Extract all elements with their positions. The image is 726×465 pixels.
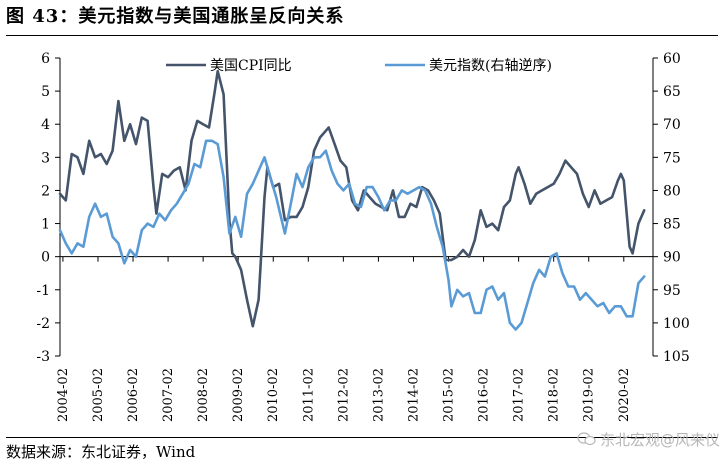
legend-label: 美元指数(右轴逆序)	[429, 58, 552, 74]
y-right-tick-label: 65	[663, 84, 681, 100]
x-tick-label: 2019-02	[582, 368, 597, 422]
legend: 美国CPI同比 美元指数(右轴逆序)	[166, 58, 552, 74]
series-line-cpi	[58, 69, 646, 328]
y-right-tick-label: 60	[663, 51, 681, 67]
y-right-tick-label: 100	[663, 316, 690, 332]
data-source-note: 数据来源：东北证券，Wind	[6, 443, 196, 461]
x-tick-label: 2015-02	[442, 368, 457, 422]
legend-label: 美国CPI同比	[210, 58, 292, 74]
x-tick-label: 2012-02	[336, 368, 351, 422]
y-left-tick-label: -2	[36, 316, 50, 332]
x-tick-label: 2009-02	[231, 368, 246, 422]
y-right-tick-label: 105	[663, 349, 690, 365]
y-left-tick-label: -1	[36, 283, 50, 299]
y-left-tick-label: 0	[41, 250, 50, 266]
x-tick-label: 2006-02	[126, 368, 141, 422]
x-tick-label: 2020-02	[617, 368, 632, 422]
y-left-tick-label: 4	[41, 117, 50, 133]
wechat-icon	[577, 432, 596, 446]
y-right-tick-label: 80	[663, 183, 681, 199]
x-tick-label: 2016-02	[477, 368, 492, 422]
series-lines	[58, 69, 646, 331]
watermark-text: 东北宏观@风来仪	[599, 431, 720, 449]
series-line-dxy	[58, 139, 646, 331]
y-right-tick-label: 90	[663, 250, 681, 266]
y-right-tick-label: 75	[663, 150, 681, 166]
y-left-tick-label: 6	[41, 51, 50, 67]
x-tick-label: 2014-02	[406, 368, 421, 422]
y-left-tick-label: 2	[41, 183, 50, 199]
x-tick-label: 2005-02	[91, 368, 106, 422]
chart-canvas: -3 -2 -1 0 1 2 3 4 5 6 60 65 70 75 80 85 90 95 100 105 2004-…	[36, 51, 689, 422]
x-tick-label: 2018-02	[547, 368, 562, 422]
x-tick-label: 2010-02	[266, 368, 281, 422]
title-divider	[6, 35, 718, 36]
y-right-tick-label: 70	[663, 117, 681, 133]
x-tick-label: 2017-02	[512, 368, 527, 422]
y-left-tick-label: 5	[41, 84, 50, 100]
chart-title: 图 43：美元指数与美国通胀呈反向关系	[6, 6, 345, 27]
x-tick-label: 2011-02	[301, 368, 316, 422]
axes: -3 -2 -1 0 1 2 3 4 5 6 60 65 70 75 80 85 90 95 100 105 2004-…	[36, 51, 689, 422]
y-left-tick-label: -3	[36, 349, 50, 365]
y-right-tick-label: 95	[663, 283, 681, 299]
y-left-tick-label: 3	[41, 150, 50, 166]
x-tick-label: 2007-02	[161, 368, 176, 422]
y-right-tick-label: 85	[663, 217, 681, 233]
footer-divider	[6, 437, 718, 438]
x-tick-label: 2004-02	[56, 368, 71, 422]
watermark: 东北宏观@风来仪	[577, 429, 720, 451]
x-tick-label: 2013-02	[371, 368, 386, 422]
x-tick-label: 2008-02	[196, 368, 211, 422]
y-left-tick-label: 1	[41, 217, 50, 233]
